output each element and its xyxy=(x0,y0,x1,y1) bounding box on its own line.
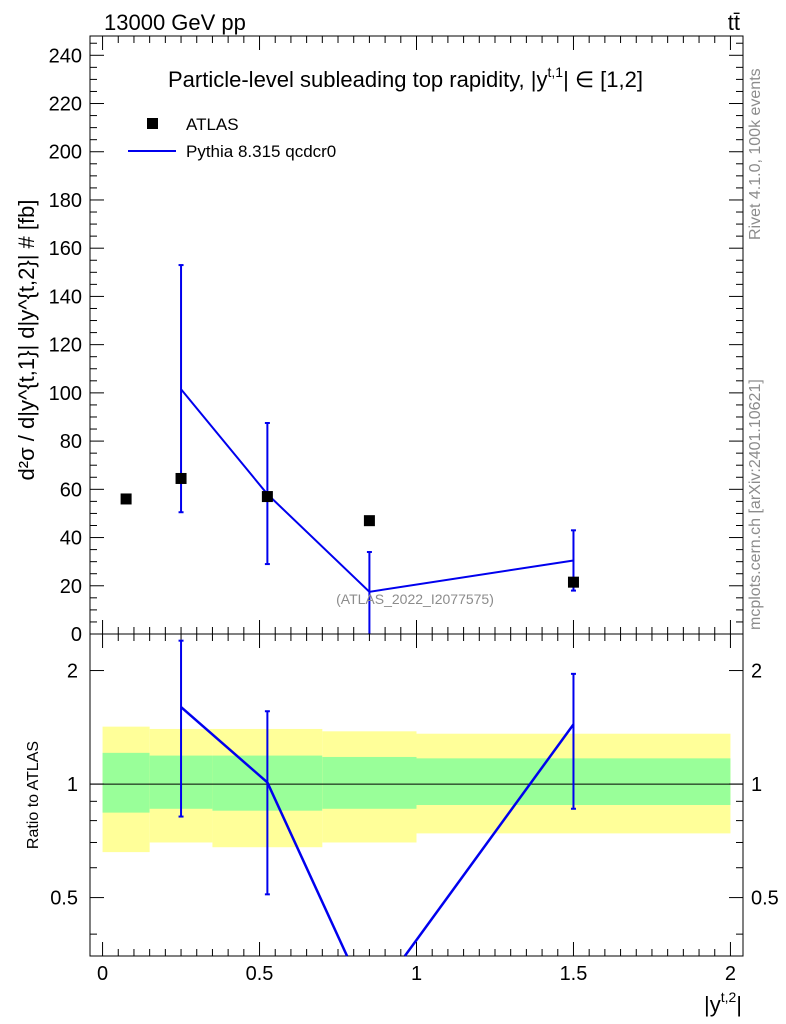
main-y-axis-label-text: d²σ / d|y^{t,1}| d|y^{t,2}| # [fb] xyxy=(14,200,39,481)
main-y-tick-label: 20 xyxy=(60,576,82,598)
x-tick-label: 0.5 xyxy=(246,963,274,985)
analysis-watermark: (ATLAS_2022_I2077575) xyxy=(336,591,494,607)
x-tick-label: 2 xyxy=(725,963,736,985)
x-tick-label: 0 xyxy=(97,963,108,985)
ratio-y-tick-label-right: 1 xyxy=(751,774,762,796)
legend-pythia-label: Pythia 8.315 qcdcr0 xyxy=(186,142,336,161)
x-tick-label: 1 xyxy=(411,963,422,985)
main-title-sup: t,1 xyxy=(548,64,564,80)
ratio-y-axis: 0.5 0.5 1 1 2 2 xyxy=(50,661,779,935)
atlas-data-point xyxy=(175,472,187,484)
atlas-data-point xyxy=(363,515,375,527)
main-y-axis-label: d²σ / d|y^{t,1}| d|y^{t,2}| # [fb] xyxy=(14,200,39,481)
main-y-tick-label: 160 xyxy=(49,238,82,260)
main-y-tick-label: 40 xyxy=(60,528,82,550)
legend-atlas-label: ATLAS xyxy=(186,115,239,134)
mcplots-label: mcplots.cern.ch [arXiv:2401.10621] xyxy=(747,379,764,630)
ratio-bands xyxy=(102,726,731,853)
main-y-tick-label: 180 xyxy=(49,190,82,212)
legend-atlas-marker xyxy=(147,118,158,129)
process-label: tt̄ xyxy=(728,10,740,35)
x-axis-label-tail: | xyxy=(736,992,742,1017)
main-y-tick-label: 60 xyxy=(60,479,82,501)
pythia-series-line xyxy=(180,388,574,593)
ratio-series xyxy=(178,639,576,957)
ratio-plot-panel: 0.5 0.5 1 1 2 2 0 0.5 1 1.5 2 Ratio to ATLAS |yt,… xyxy=(25,633,779,1017)
main-title: Particle-level subleading top rapidity, … xyxy=(168,64,643,92)
main-series xyxy=(120,264,579,634)
main-y-tick-label: 100 xyxy=(49,383,82,405)
ratio-y-tick-label: 2 xyxy=(67,661,78,683)
ratio-series-line xyxy=(180,706,269,784)
ratio-y-tick-label: 1 xyxy=(67,774,78,796)
main-x-axis-ticks xyxy=(102,36,731,634)
main-y-tick-label: 120 xyxy=(49,335,82,357)
ratio-y-tick-label: 0.5 xyxy=(50,888,78,910)
main-plot-panel: 0 20 40 60 80 100 120 140 160 180 200 220 240 Partic… xyxy=(14,35,744,646)
ratio-y-tick-label-right: 2 xyxy=(751,661,762,683)
ratio-series-line xyxy=(266,781,349,957)
x-axis-label-main: |y xyxy=(704,992,721,1017)
ratio-y-tick-label-right: 0.5 xyxy=(751,888,779,910)
atlas-data-point xyxy=(567,576,579,588)
main-y-tick-label: 200 xyxy=(49,142,82,164)
main-y-tick-label: 0 xyxy=(71,624,82,646)
x-axis-label: |yt,2| xyxy=(704,989,742,1017)
main-title-main: Particle-level subleading top rapidity, … xyxy=(168,67,548,92)
ratio-inner-band xyxy=(102,752,150,813)
x-tick-label: 1.5 xyxy=(560,963,588,985)
x-axis-label-sup: t,2 xyxy=(721,989,737,1005)
main-y-tick-label: 140 xyxy=(49,286,82,308)
main-title-tail: | ∈ [1,2] xyxy=(563,67,643,92)
rivet-label: Rivet 4.1.0, 100k events xyxy=(747,68,764,240)
atlas-data-point xyxy=(261,491,273,503)
main-y-tick-label: 80 xyxy=(60,431,82,453)
ratio-inner-band xyxy=(322,756,417,809)
ratio-series-line xyxy=(403,723,575,957)
main-y-axis: 0 20 40 60 80 100 120 140 160 180 200 220 240 xyxy=(49,42,743,646)
ratio-x-axis: 0 0.5 1 1.5 2 xyxy=(97,634,736,985)
ratio-y-axis-label: Ratio to ATLAS xyxy=(25,741,42,849)
energy-label: 13000 GeV pp xyxy=(104,10,246,35)
main-y-tick-label: 240 xyxy=(49,45,82,67)
main-y-tick-label: 220 xyxy=(49,94,82,116)
atlas-data-point xyxy=(120,493,132,505)
